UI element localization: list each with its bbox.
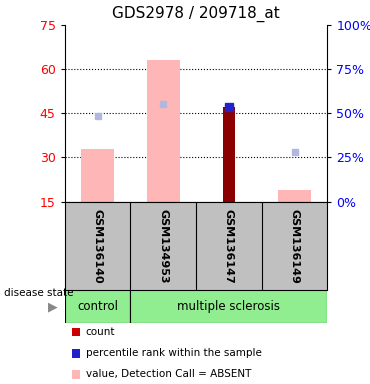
Bar <box>223 108 235 202</box>
Text: ▶: ▶ <box>48 301 57 313</box>
Text: disease state: disease state <box>4 288 73 298</box>
Bar <box>147 60 180 202</box>
Text: control: control <box>77 300 118 313</box>
Text: count: count <box>86 327 115 337</box>
Text: GSM134953: GSM134953 <box>158 209 168 283</box>
Bar <box>81 149 114 202</box>
Text: GSM136147: GSM136147 <box>224 209 234 283</box>
Title: GDS2978 / 209718_at: GDS2978 / 209718_at <box>112 6 280 22</box>
Text: GSM136149: GSM136149 <box>290 209 300 283</box>
Text: multiple sclerosis: multiple sclerosis <box>178 300 280 313</box>
Bar <box>65 290 131 323</box>
Text: value, Detection Call = ABSENT: value, Detection Call = ABSENT <box>86 369 251 379</box>
Bar <box>278 190 311 202</box>
Text: percentile rank within the sample: percentile rank within the sample <box>86 348 262 358</box>
Bar <box>130 290 327 323</box>
Text: GSM136140: GSM136140 <box>92 209 102 283</box>
